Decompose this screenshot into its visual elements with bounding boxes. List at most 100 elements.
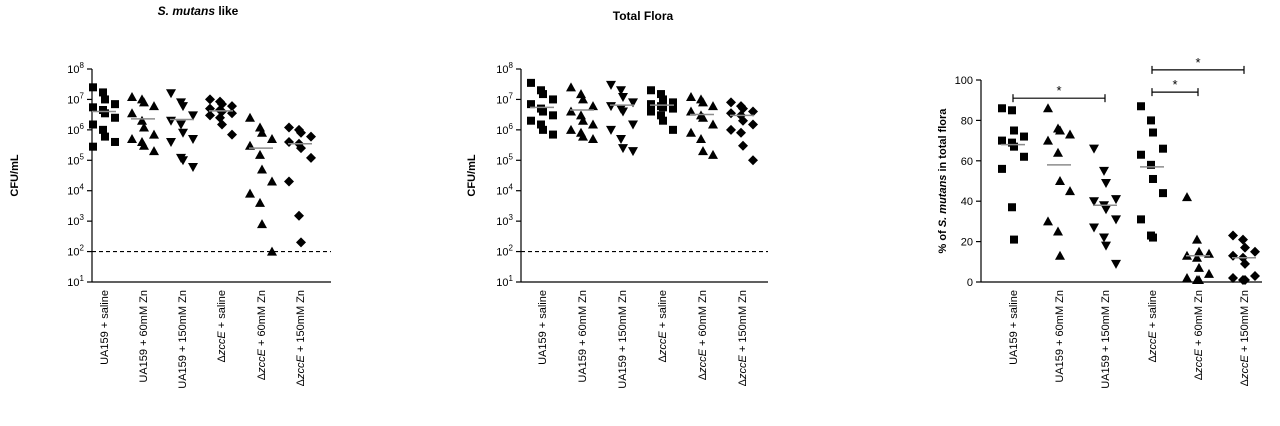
series-group-1 [566, 82, 598, 144]
x-category-label: UA159 + 60mM Zn [1054, 290, 1066, 383]
data-point [217, 119, 227, 130]
data-point [99, 88, 107, 97]
x-category-label: UA159 + 150mM Zn [1100, 290, 1112, 389]
data-point [178, 102, 188, 112]
data-point [1240, 274, 1250, 285]
data-point [588, 134, 598, 144]
data-point [566, 106, 576, 116]
data-point [1228, 230, 1238, 241]
y-tick-label: 101 [496, 274, 513, 289]
data-point [1147, 116, 1155, 125]
chart-title: Total Flora [613, 9, 674, 23]
data-point [616, 135, 626, 145]
x-category-label: ΔzccE + saline [1147, 290, 1159, 362]
series-group-2 [606, 80, 638, 157]
x-category-label: ΔzccE + saline [216, 290, 228, 362]
data-point [1182, 272, 1192, 282]
x-category-label: ΔzccE + 150mM Zn [1239, 290, 1251, 386]
data-point [1101, 241, 1111, 251]
y-tick-label: 105 [67, 152, 84, 167]
data-point [708, 101, 718, 111]
data-point [686, 106, 696, 116]
x-category-label: ΔzccE + saline [657, 290, 669, 362]
series-group-2 [166, 89, 198, 173]
data-point [588, 101, 598, 111]
data-point [139, 122, 149, 132]
data-point [527, 78, 535, 87]
data-point [267, 134, 277, 144]
x-category-label: ΔzccE + 60mM Zn [697, 290, 709, 380]
y-tick-label: 80 [961, 115, 973, 127]
data-point [205, 94, 215, 105]
data-point [267, 246, 277, 256]
data-point [257, 164, 267, 174]
data-point [1111, 259, 1121, 269]
data-point [149, 101, 159, 111]
y-tick-label: 108 [496, 61, 513, 76]
data-point [669, 125, 677, 134]
data-point [149, 146, 159, 156]
data-point [698, 112, 708, 122]
x-category-label: ΔzccE + 60mM Zn [1193, 290, 1205, 380]
data-point [527, 100, 535, 109]
data-point [188, 135, 198, 145]
data-point [89, 103, 97, 112]
y-tick-label: 40 [961, 196, 973, 208]
data-point [549, 130, 557, 139]
data-point [101, 95, 109, 104]
series-group-3 [647, 86, 677, 134]
data-point [1194, 246, 1204, 256]
data-point [686, 127, 696, 137]
series-group-0 [89, 83, 119, 151]
y-tick-label: 101 [67, 274, 84, 289]
significance-star: * [1195, 55, 1200, 70]
data-point [606, 80, 616, 90]
data-point [101, 109, 109, 118]
data-point [738, 115, 748, 126]
data-point [748, 106, 758, 117]
data-point [1159, 144, 1167, 153]
series-group-4 [245, 112, 277, 256]
data-point [998, 164, 1006, 173]
data-point [669, 98, 677, 107]
data-point [257, 127, 267, 137]
series-group-5 [1228, 230, 1260, 285]
data-point [527, 116, 535, 125]
data-point [89, 120, 97, 129]
data-point [245, 188, 255, 198]
data-point [1055, 250, 1065, 260]
data-point [1053, 147, 1063, 157]
y-tick-label: 103 [67, 213, 84, 228]
y-tick-label: 104 [67, 183, 84, 198]
data-point [127, 134, 137, 144]
data-point [188, 163, 198, 173]
data-point [698, 97, 708, 107]
data-point [726, 124, 736, 135]
data-point [726, 108, 736, 119]
y-tick-label: 60 [961, 156, 973, 168]
data-point [1053, 226, 1063, 236]
data-point [1182, 192, 1192, 202]
data-point [1055, 125, 1065, 135]
series-group-1 [1043, 103, 1075, 260]
data-point [1228, 272, 1238, 283]
data-point [306, 131, 316, 142]
data-point [628, 98, 638, 108]
data-point [1137, 150, 1145, 159]
data-point [1111, 195, 1121, 205]
series-group-5 [726, 97, 758, 166]
data-point [1238, 234, 1248, 245]
series-group-3 [205, 94, 237, 140]
data-point [1137, 215, 1145, 224]
data-point [139, 140, 149, 150]
data-point [1192, 252, 1202, 262]
data-point [255, 122, 265, 132]
data-point [708, 149, 718, 159]
x-category-label: UA159 + 60mM Zn [138, 290, 150, 383]
data-point [549, 111, 557, 120]
data-point [578, 94, 588, 104]
data-point [1159, 189, 1167, 198]
y-tick-label: 105 [496, 152, 513, 167]
data-point [1043, 135, 1053, 145]
y-axis-label: CFU/mL [9, 154, 21, 196]
